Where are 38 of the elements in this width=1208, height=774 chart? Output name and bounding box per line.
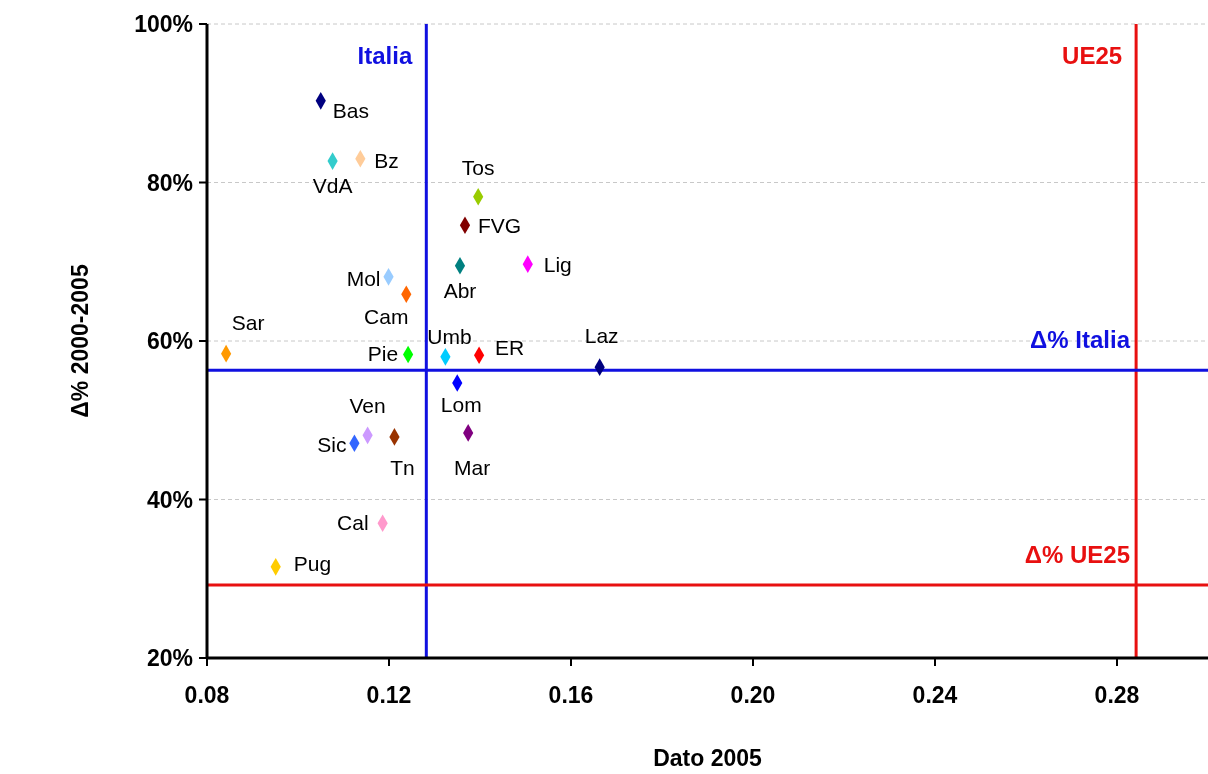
series-label: Mar	[454, 455, 491, 479]
y-tick-label: 40%	[146, 486, 193, 513]
x-axis-title: Dato 2005	[653, 745, 763, 771]
ref-line-label: UE25	[1062, 42, 1123, 69]
y-tick-label: 80%	[146, 169, 193, 196]
series-label: Cal	[337, 511, 369, 535]
series-label: Sar	[231, 310, 265, 334]
series-label: Lom	[440, 393, 482, 416]
series-label: Pie	[367, 342, 399, 366]
series-label: Sic	[317, 433, 347, 457]
ref-line-label: Δ% UE25	[1024, 541, 1130, 569]
x-tick-label: 0.16	[548, 682, 594, 708]
series-label: FVG	[477, 214, 522, 238]
series-label: Laz	[584, 324, 619, 348]
x-tick-label: 0.28	[1094, 682, 1140, 708]
series-label: Ven	[349, 394, 386, 418]
x-tick-label: 0.24	[912, 682, 958, 708]
y-tick-label: 20%	[146, 645, 193, 672]
x-tick-label: 0.08	[184, 682, 230, 708]
series-label: Bas	[332, 98, 369, 122]
series-label: Cam	[364, 305, 409, 329]
series-label: Umb	[427, 324, 472, 348]
y-tick-label: 60%	[146, 328, 193, 355]
series-label: Bz	[374, 148, 399, 172]
y-tick-label: 100%	[134, 11, 193, 38]
x-tick-label: 0.20	[730, 682, 776, 708]
series-label: Mol	[346, 266, 381, 290]
series-label: ER	[495, 336, 525, 360]
series-label: Lig	[543, 253, 572, 277]
series-label: VdA	[312, 174, 353, 198]
x-tick-label: 0.12	[366, 682, 412, 708]
y-axis-title: Δ% 2000-2005	[67, 264, 93, 418]
series-label: Abr	[443, 278, 477, 302]
ref-line-label: Δ% Italia	[1030, 326, 1131, 354]
series-label: Tn	[390, 455, 415, 479]
series-label: Tos	[461, 155, 495, 179]
series-label: Pug	[293, 551, 332, 575]
ref-line-label: Italia	[357, 42, 413, 69]
